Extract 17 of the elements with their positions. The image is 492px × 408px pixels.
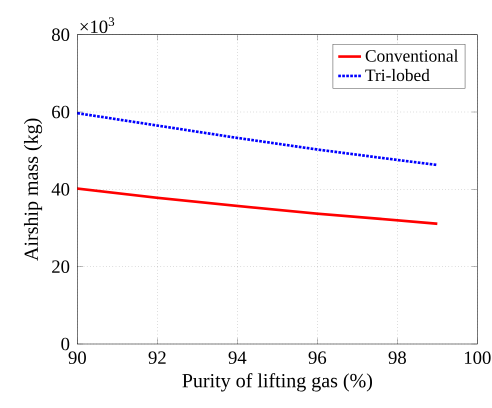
legend-label: Tri-lobed: [365, 68, 430, 82]
text: ×10$^{3}$: [80, 17, 114, 34]
x-tick-label: 100: [464, 351, 491, 364]
line-series: [76, 187, 439, 226]
x-tick-label: 90: [68, 351, 86, 364]
legend-label: Conventional: [366, 50, 458, 62]
y-tick-label: 0: [61, 338, 70, 350]
y-axis-title: Airship mass (kg): [24, 118, 42, 261]
y-tick-label: 40: [52, 183, 70, 196]
x-tick-label: 96: [308, 351, 326, 364]
y-tick-label: 60: [52, 106, 70, 118]
x-tick-label: 92: [148, 351, 166, 364]
y-tick-label: 20: [52, 260, 70, 273]
x-tick-label: 98: [388, 351, 406, 364]
x-axis-title: Purity of lifting gas (%): [182, 373, 372, 392]
y-tick-label: 80: [52, 28, 70, 41]
x-tick-label: 94: [228, 351, 246, 364]
